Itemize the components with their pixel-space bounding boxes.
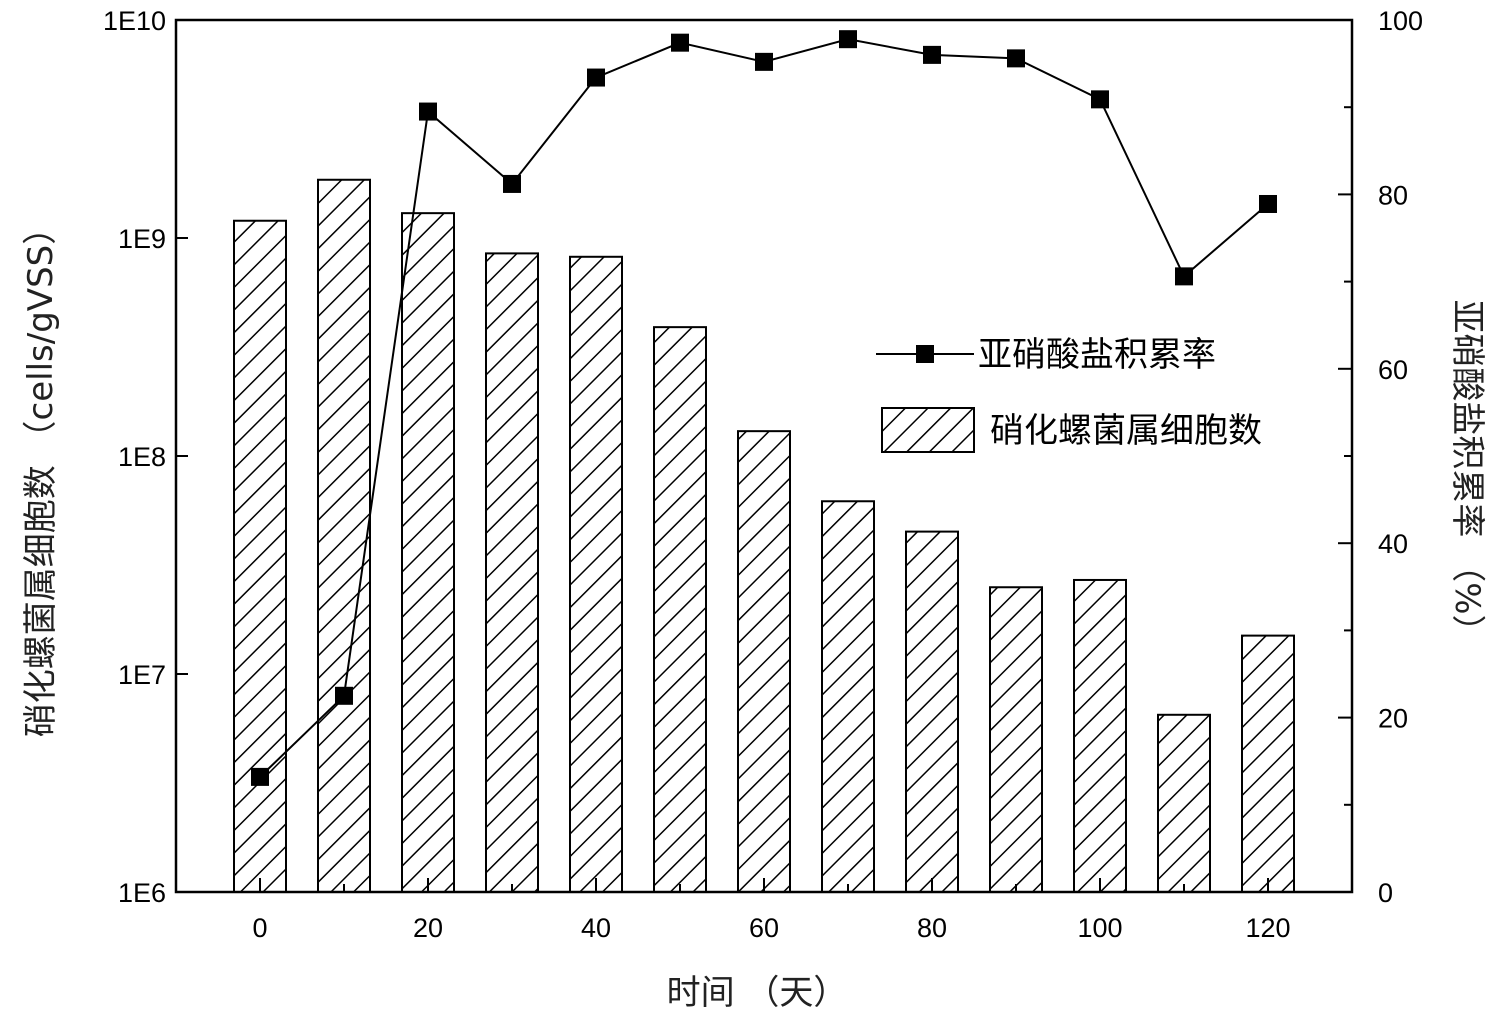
bar xyxy=(821,500,875,893)
bar xyxy=(1157,713,1211,894)
axes-layer: 0 20 40 60 80 100 120 1E6 1E7 1E8 1E9 1E10 0 20 40 60 80… xyxy=(103,6,1423,943)
line-point xyxy=(1175,267,1193,286)
y-right-tick-label: 100 xyxy=(1378,6,1423,36)
legend-bar-sample xyxy=(881,407,975,453)
y-axis-left-title: 硝化螺菌属细胞数 （cells/gVSS） xyxy=(21,211,61,738)
y-left-tick-label: 1E10 xyxy=(103,6,166,36)
bar xyxy=(317,178,371,893)
bar xyxy=(989,586,1043,893)
x-tick-label: 100 xyxy=(1077,913,1122,943)
y-right-tick-label: 60 xyxy=(1378,355,1408,385)
legend-label-bar: 硝化螺菌属细胞数 xyxy=(990,411,1262,451)
legend-marker-sample xyxy=(916,345,934,363)
line-point xyxy=(671,33,689,52)
bar xyxy=(485,252,539,894)
x-tick-label: 60 xyxy=(749,913,779,943)
y-left-tick-label: 1E8 xyxy=(118,442,166,472)
x-tick-label: 0 xyxy=(252,913,267,943)
y-right-tick-label: 0 xyxy=(1378,878,1393,908)
bar xyxy=(653,326,707,894)
y-left-tick-label: 1E6 xyxy=(118,878,166,908)
y-right-tick-label: 40 xyxy=(1378,529,1408,559)
x-tick-label: 80 xyxy=(917,913,947,943)
line-point xyxy=(587,68,605,87)
line-point xyxy=(839,30,857,49)
line-point xyxy=(1091,90,1109,109)
line-point xyxy=(419,102,437,121)
x-tick-label: 120 xyxy=(1245,913,1290,943)
line-layer xyxy=(251,30,1277,786)
line-point xyxy=(923,45,941,64)
x-tick-label: 20 xyxy=(413,913,443,943)
bar xyxy=(737,430,791,893)
line-point xyxy=(503,174,521,193)
x-tick-label: 40 xyxy=(581,913,611,943)
bar xyxy=(1073,578,1127,893)
bar xyxy=(1241,634,1295,894)
y-left-tick-label: 1E9 xyxy=(118,224,166,254)
bar xyxy=(569,255,623,893)
bar xyxy=(401,212,455,894)
line-point xyxy=(1259,194,1277,213)
y-left-tick-label: 1E7 xyxy=(118,660,166,690)
bar xyxy=(233,219,287,894)
bars-layer xyxy=(233,178,1295,894)
bar xyxy=(905,530,959,893)
y-axis-right-title: 亚硝酸盐积累率 （%） xyxy=(1447,299,1487,648)
line-point xyxy=(755,52,773,71)
line-point xyxy=(251,767,269,786)
line-point xyxy=(1007,49,1025,68)
line-point xyxy=(335,686,353,705)
y-right-tick-label: 20 xyxy=(1378,704,1408,734)
y-right-tick-label: 80 xyxy=(1378,180,1408,210)
x-axis-title: 时间 （天） xyxy=(667,973,848,1013)
legend-label-line: 亚硝酸盐积累率 xyxy=(978,335,1216,375)
